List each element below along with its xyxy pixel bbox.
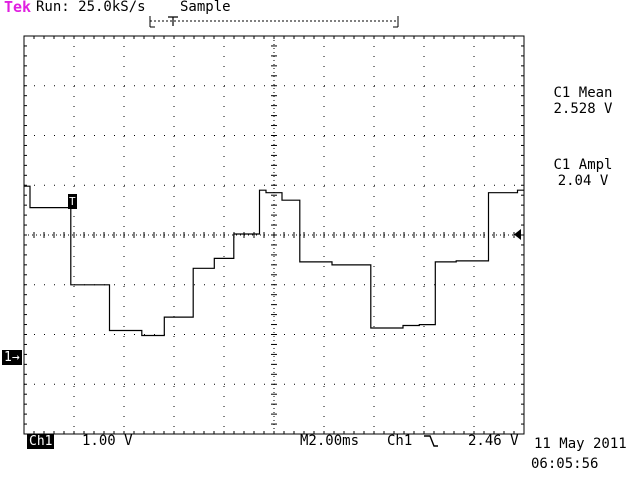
acquire-mode: Sample: [180, 0, 231, 15]
trigger-level: 2.46 V: [468, 433, 519, 449]
trigger-position-marker: T: [68, 194, 77, 209]
run-status: Run: 25.0kS/s: [36, 0, 146, 15]
timebase: M2.00ms: [300, 433, 360, 449]
channel-badge: Ch1: [27, 434, 55, 449]
brand-logo: Tek: [4, 0, 32, 16]
trigger-level-arrow-icon: [514, 229, 521, 240]
trigger-source: Ch1: [387, 433, 413, 449]
measurement-value: 2.04 V: [557, 173, 609, 189]
graticule: [23, 35, 525, 435]
measurement-label: C1 Mean: [553, 85, 613, 101]
ch1-waveform-trace: [24, 185, 524, 337]
date: 11 May 2011: [534, 436, 627, 452]
time: 06:05:56: [531, 456, 599, 472]
falling-edge-icon: [424, 435, 438, 447]
measurement-label: C1 Ampl: [553, 157, 613, 173]
ch1-ground-marker: 1→: [2, 350, 22, 365]
volts-per-div: 1.00 V: [82, 433, 133, 449]
measurement-value: 2.528 V: [553, 101, 613, 117]
acquisition-record-bracket: [149, 16, 399, 28]
